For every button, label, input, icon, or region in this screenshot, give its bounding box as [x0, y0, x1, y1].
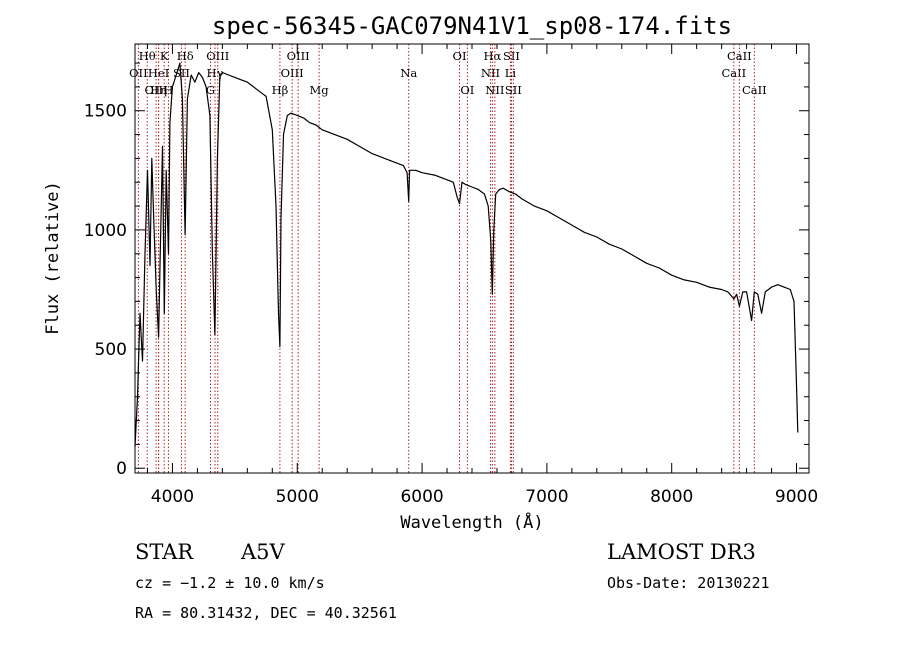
y-axis-label: Flux (relative)	[43, 181, 63, 335]
x-tick-label-6000: 6000	[400, 487, 443, 507]
marker-label-H-delta: Hδ	[177, 49, 194, 63]
marker-label-NII-6583: NII	[485, 83, 504, 97]
x-tick-label-8000: 8000	[650, 487, 693, 507]
survey-name: LAMOST DR3	[607, 540, 756, 564]
observation-date: Obs-Date: 20130221	[607, 574, 770, 592]
marker-label-H-alpha: Hα	[483, 49, 501, 63]
coordinates-readout: RA = 80.31432, DEC = 40.32561	[135, 604, 397, 622]
marker-label-OI-6300: OI	[453, 49, 467, 63]
marker-label-OIII-4959: OIII	[281, 66, 304, 80]
object-subclass: A5V	[241, 540, 285, 564]
object-class: STAR	[135, 540, 194, 564]
marker-label-CaII-8498: CaII	[721, 66, 746, 80]
x-tick-label-9000: 9000	[775, 487, 818, 507]
x-axis-label: Wavelength (Å)	[400, 511, 543, 533]
marker-label-Mg: Mg	[310, 83, 330, 97]
x-axis-ticks: 4000 5000 6000 7000 8000 9000	[146, 44, 818, 507]
marker-label-Na: Na	[400, 66, 417, 80]
marker-label-H-gamma: Hγ	[207, 66, 224, 80]
x-tick-label-7000: 7000	[525, 487, 568, 507]
marker-label-OIII-5007: OIII	[287, 49, 310, 63]
redshift-readout: cz = −1.2 ± 10.0 km/s	[135, 574, 325, 592]
y-tick-label-500: 500	[95, 340, 127, 360]
marker-label-SII-6731: SII	[505, 83, 522, 97]
y-tick-label-1000: 1000	[84, 221, 127, 241]
marker-label-CaII-8662: CaII	[742, 83, 767, 97]
marker-label-CaII-H: H	[163, 83, 173, 97]
marker-label-Li: Li	[505, 66, 517, 80]
spectrum-series	[134, 62, 799, 447]
marker-label-SII-6716: SII	[503, 49, 520, 63]
marker-label-OII: OII	[129, 66, 148, 80]
y-tick-label-1500: 1500	[84, 102, 127, 122]
plot-frame	[134, 43, 810, 474]
marker-label-G-band: G	[206, 83, 215, 97]
y-tick-label-0: 0	[116, 459, 127, 479]
marker-label-OIII-4363: OIII	[206, 49, 229, 63]
chart-title: spec-56345-GAC079N41V1_sp08-174.fits	[212, 12, 732, 40]
spectrum-line	[134, 62, 799, 447]
x-tick-label-5000: 5000	[276, 487, 319, 507]
marker-label-HeI: HeI	[148, 66, 169, 80]
marker-label-CaII-8542: CaII	[727, 49, 752, 63]
marker-label-OIII-3869: OIII	[145, 83, 168, 97]
marker-label-NII-6548: NII	[481, 66, 500, 80]
line-markers: HθOIIOIIIHηHeIKHHδSIIGOIIIHγHβOIIIOIIIMg…	[129, 44, 767, 473]
marker-label-CaII-K: K	[160, 49, 169, 63]
marker-label-H-theta: Hθ	[139, 49, 156, 63]
y-axis-ticks: 0 500 1000 1500	[84, 62, 809, 479]
x-tick-label-4000: 4000	[151, 487, 194, 507]
marker-label-SII-4072: SII	[173, 66, 190, 80]
marker-label-OI-6363: OI	[460, 83, 474, 97]
marker-label-H-beta: Hβ	[272, 83, 289, 97]
